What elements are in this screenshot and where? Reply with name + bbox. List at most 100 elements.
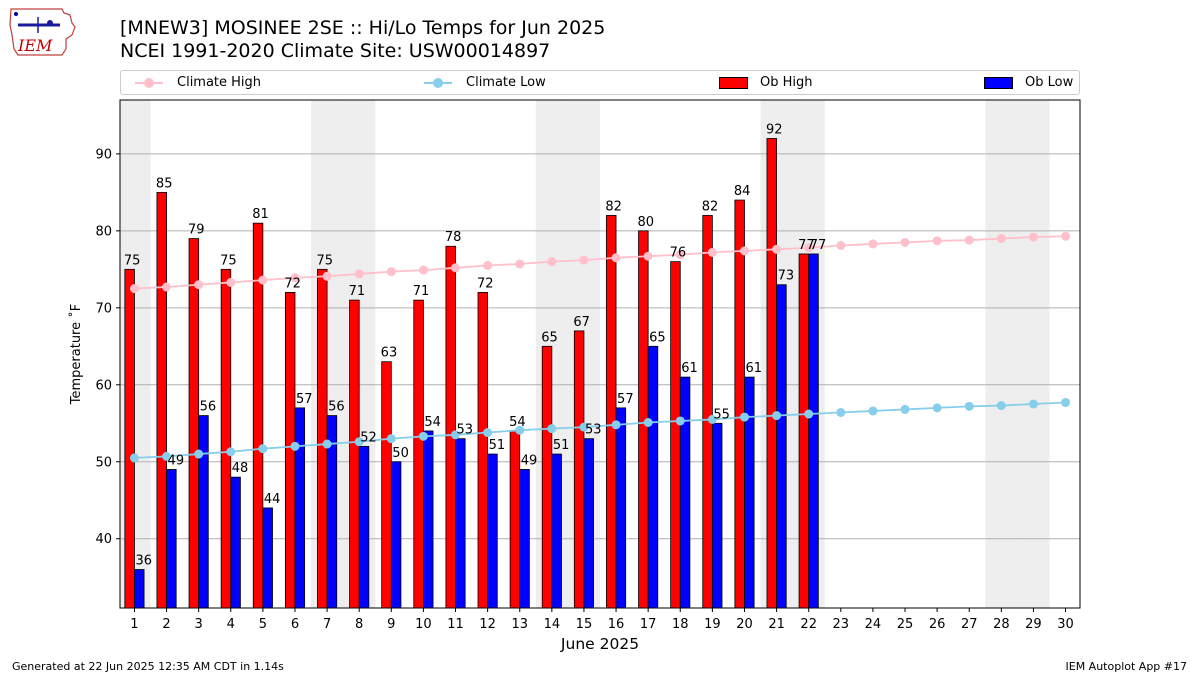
climate-high-point-23 [836,240,846,250]
legend-label-climate-high: Climate High [177,75,262,90]
ob-high-label-10: 71 [413,284,430,299]
climate-high-point-13 [515,259,525,269]
x-tick-label-28: 28 [993,617,1010,632]
ob-low-bar-21 [776,284,787,609]
ob-low-label-4: 48 [232,461,249,476]
climate-low-point-18 [675,416,685,426]
legend-label-climate-low: Climate Low [466,75,546,90]
climate-high-point-10 [418,265,428,275]
x-tick-label-2: 2 [162,617,170,632]
ob-high-bar-4 [220,268,232,609]
ob-low-label-12: 51 [489,438,506,453]
climate-low-point-23 [836,407,846,417]
climate-low-point-7 [322,439,332,449]
ob-high-label-1: 75 [124,253,141,268]
legend-label-ob-high: Ob High [760,75,813,90]
x-tick-label-20: 20 [736,617,753,632]
climate-high-point-16 [611,253,621,263]
climate-high-point-22 [804,243,814,253]
climate-high-point-18 [675,250,685,260]
ob-low-bar-12 [487,453,498,609]
x-tick-label-14: 14 [544,617,561,632]
x-axis-label: June 2025 [560,635,639,653]
climate-low-point-1 [129,453,139,463]
weekend-shade-29 [1017,100,1050,608]
ob-high-label-19: 82 [702,199,719,214]
ob-high-bar-11 [445,245,456,609]
climate-low-swatch [424,77,452,88]
ob-low-bar-13 [519,469,530,609]
climate-low-point-26 [932,403,942,413]
climate-low-point-25 [900,404,910,414]
chart-subtitle: NCEI 1991-2020 Climate Site: USW00014897 [120,40,551,62]
climate-high-point-29 [1028,232,1038,242]
ob-low-label-9: 50 [392,446,409,461]
climate-low-point-27 [964,401,974,411]
climate-low-point-22 [804,409,814,419]
climate-low-point-2 [162,451,172,461]
x-tick-label-10: 10 [415,617,432,632]
ob-low-bar-1 [134,569,145,609]
climate-low-point-16 [611,420,621,430]
ob-low-label-22: 77 [810,238,827,253]
legend-item-climate-low: Climate Low [424,71,546,94]
ob-low-bar-14 [551,453,562,609]
ob-high-label-4: 75 [220,253,237,268]
climate-high-point-4 [226,277,236,287]
ob-low-label-7: 56 [328,400,345,415]
climate-low-point-19 [707,414,717,424]
ob-low-label-5: 44 [264,492,281,507]
ob-high-bar-22 [798,253,810,609]
y-tick-label-40: 40 [95,532,112,547]
ob-high-label-16: 82 [605,199,622,214]
ob-low-bar-22 [808,253,819,609]
ob-low-swatch [984,76,1013,89]
ob-high-label-3: 79 [188,223,205,238]
ob-low-bar-8 [358,445,370,609]
legend: Climate High Climate Low Ob High Ob Low [120,70,1080,95]
ob-high-bar-1 [124,268,135,609]
ob-low-bar-4 [230,476,241,609]
x-tick-label-23: 23 [833,617,850,632]
x-tick-label-16: 16 [608,617,625,632]
ob-high-swatch [719,76,748,89]
ob-high-label-12: 72 [477,276,494,291]
climate-high-point-19 [707,247,717,257]
weekend-shade-28 [985,100,1018,608]
ob-high-bar-15 [573,330,585,609]
ob-low-bar-9 [390,461,402,609]
ob-high-bar-18 [670,261,681,609]
ob-high-label-6: 72 [284,276,301,291]
ob-low-bar-3 [198,415,209,609]
x-tick-label-12: 12 [479,617,496,632]
ob-low-label-17: 65 [649,330,666,345]
ob-low-bar-19 [711,422,723,609]
ob-low-bar-6 [294,407,306,609]
ob-low-bar-5 [262,507,273,609]
x-tick-label-15: 15 [576,617,593,632]
x-tick-label-21: 21 [768,617,785,632]
climate-high-line [134,235,1066,290]
ob-high-label-15: 67 [573,315,590,330]
x-tick-label-27: 27 [961,617,978,632]
climate-high-point-8 [354,269,364,279]
y-tick-label-80: 80 [95,224,112,239]
climate-high-point-15 [579,255,589,265]
climate-high-point-28 [996,234,1006,244]
ob-high-bar-2 [156,191,167,609]
legend-item-climate-high: Climate High [135,71,261,94]
ob-low-bar-17 [647,345,659,609]
ob-low-label-6: 57 [296,392,313,407]
climate-high-point-9 [386,267,396,277]
climate-low-point-14 [547,424,557,434]
x-tick-label-5: 5 [259,617,267,632]
climate-high-point-21 [772,244,782,254]
climate-low-point-5 [258,444,268,454]
y-tick-label-50: 50 [95,455,112,470]
climate-high-swatch [135,77,163,88]
climate-high-point-7 [322,271,332,281]
y-tick-label-90: 90 [95,147,112,162]
climate-low-point-6 [290,441,300,451]
climate-high-point-30 [1061,231,1071,241]
climate-high-point-12 [483,260,493,270]
